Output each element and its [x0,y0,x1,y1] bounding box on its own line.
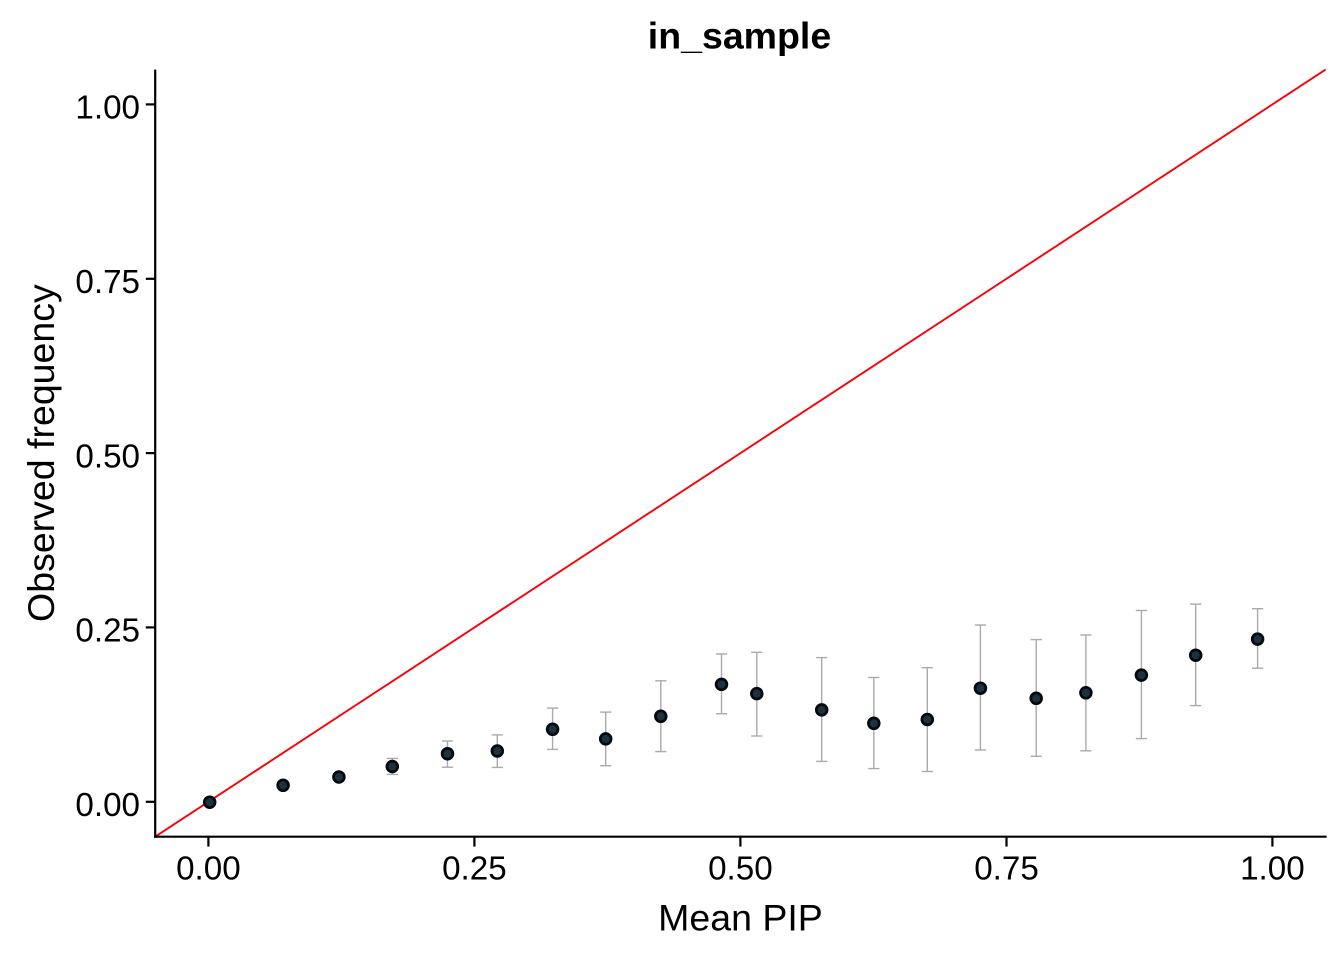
svg-text:0.00: 0.00 [75,787,140,824]
svg-text:0.25: 0.25 [442,850,507,887]
svg-text:0.00: 0.00 [176,850,241,887]
svg-text:0.50: 0.50 [708,850,773,887]
svg-text:Mean PIP: Mean PIP [658,896,823,938]
svg-text:1.00: 1.00 [1240,850,1305,887]
svg-text:0.25: 0.25 [75,613,140,650]
svg-text:in_sample: in_sample [648,15,831,57]
svg-text:0.50: 0.50 [75,438,140,475]
svg-text:0.75: 0.75 [974,850,1039,887]
svg-text:Observed frequency: Observed frequency [20,284,62,622]
svg-text:0.75: 0.75 [75,264,140,301]
svg-text:1.00: 1.00 [75,90,140,127]
